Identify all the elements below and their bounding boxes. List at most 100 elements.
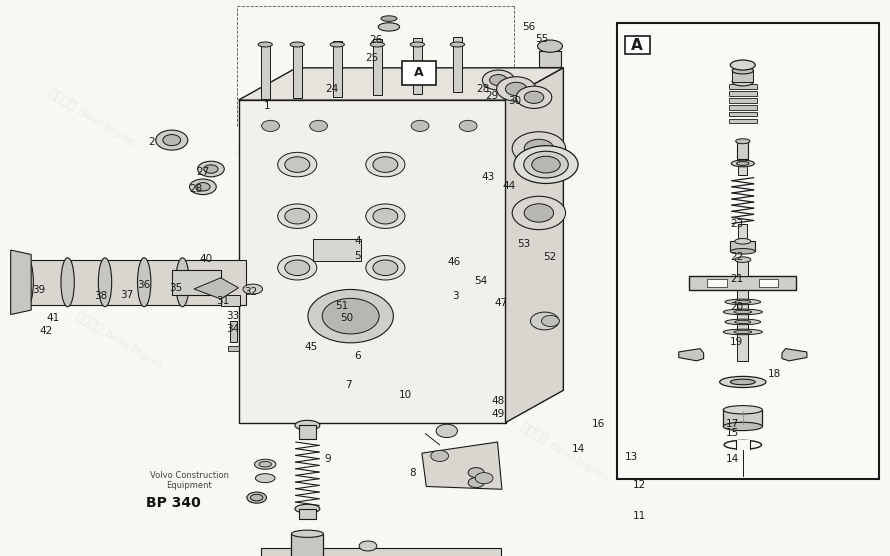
Text: 31: 31: [216, 296, 229, 306]
Polygon shape: [506, 68, 563, 423]
Circle shape: [373, 157, 398, 172]
Text: BP 340: BP 340: [146, 497, 201, 510]
Circle shape: [366, 152, 405, 177]
Text: 53: 53: [517, 239, 530, 249]
Circle shape: [310, 120, 328, 131]
Bar: [261, 548, 501, 556]
Bar: [690, 276, 797, 290]
Ellipse shape: [250, 494, 263, 501]
Text: A: A: [631, 38, 643, 52]
Ellipse shape: [732, 77, 754, 86]
Text: 紧发动力: 紧发动力: [46, 87, 78, 113]
Bar: [759, 279, 779, 287]
Text: 28: 28: [190, 184, 202, 194]
Text: 54: 54: [474, 276, 487, 286]
Bar: [729, 112, 757, 117]
Text: 56: 56: [522, 22, 535, 32]
Bar: [453, 37, 462, 92]
Text: 41: 41: [47, 313, 60, 323]
Text: 39: 39: [33, 285, 45, 295]
Circle shape: [459, 120, 477, 131]
Circle shape: [513, 196, 566, 230]
Bar: [738, 260, 748, 276]
Ellipse shape: [175, 258, 190, 307]
Text: 47: 47: [495, 298, 507, 308]
Text: 40: 40: [200, 254, 213, 264]
Text: 紧发动力: 紧发动力: [322, 365, 354, 391]
Circle shape: [516, 86, 552, 108]
Text: 2: 2: [148, 137, 155, 147]
Bar: [539, 51, 561, 67]
Text: 34: 34: [227, 324, 239, 334]
Text: 4: 4: [354, 236, 361, 246]
Text: Diesel-Engines: Diesel-Engines: [458, 219, 521, 260]
Bar: [737, 289, 749, 290]
Circle shape: [262, 120, 279, 131]
Bar: [739, 224, 748, 241]
Ellipse shape: [725, 319, 761, 325]
Bar: [729, 105, 757, 110]
Ellipse shape: [514, 146, 578, 183]
Circle shape: [373, 260, 398, 276]
Ellipse shape: [720, 376, 766, 388]
Polygon shape: [782, 349, 807, 361]
Bar: [738, 286, 748, 361]
Text: 26: 26: [369, 35, 382, 45]
Text: 17: 17: [726, 419, 739, 429]
Text: 33: 33: [227, 311, 239, 321]
Bar: [228, 346, 239, 351]
Circle shape: [285, 260, 310, 276]
Text: 15: 15: [726, 428, 739, 438]
Ellipse shape: [190, 179, 216, 195]
Ellipse shape: [61, 258, 75, 307]
Ellipse shape: [370, 42, 384, 47]
Polygon shape: [194, 278, 239, 299]
Circle shape: [285, 157, 310, 172]
Ellipse shape: [732, 67, 754, 74]
Text: 18: 18: [768, 369, 781, 379]
Ellipse shape: [290, 42, 304, 47]
Circle shape: [468, 468, 484, 478]
Ellipse shape: [735, 257, 751, 262]
Circle shape: [513, 132, 566, 165]
Ellipse shape: [523, 151, 569, 178]
Polygon shape: [239, 68, 563, 100]
Bar: [617, 23, 879, 479]
Ellipse shape: [725, 299, 761, 305]
Text: 紧发动力: 紧发动力: [714, 142, 746, 169]
Bar: [708, 279, 727, 287]
Text: 9: 9: [324, 454, 331, 464]
Text: Diesel-Engines: Diesel-Engines: [743, 163, 805, 204]
Text: Volvo Construction
Equipment: Volvo Construction Equipment: [150, 471, 229, 490]
Text: 50: 50: [341, 313, 353, 323]
Ellipse shape: [410, 42, 425, 47]
Bar: [729, 98, 757, 102]
Ellipse shape: [735, 239, 751, 244]
Bar: [291, 534, 323, 556]
Ellipse shape: [450, 42, 465, 47]
Ellipse shape: [724, 406, 763, 414]
Bar: [732, 71, 754, 82]
Text: 紧发动力: 紧发动力: [625, 254, 657, 280]
Circle shape: [524, 203, 554, 222]
Text: 32: 32: [245, 287, 257, 297]
Text: 42: 42: [40, 326, 53, 336]
Ellipse shape: [736, 138, 750, 143]
Bar: [298, 425, 316, 439]
Text: 14: 14: [572, 444, 585, 454]
Bar: [729, 91, 757, 96]
Polygon shape: [239, 100, 506, 423]
Text: 46: 46: [448, 257, 460, 267]
Ellipse shape: [734, 330, 752, 334]
Ellipse shape: [255, 474, 275, 483]
Bar: [738, 141, 748, 159]
Ellipse shape: [259, 461, 271, 467]
Circle shape: [431, 450, 449, 461]
Text: 紧发动力: 紧发动力: [429, 198, 461, 225]
Polygon shape: [422, 442, 502, 489]
Text: Diesel-Engines: Diesel-Engines: [352, 385, 414, 426]
Circle shape: [308, 290, 393, 343]
Ellipse shape: [295, 420, 320, 430]
Text: 19: 19: [731, 337, 743, 347]
Text: 55: 55: [536, 34, 548, 44]
